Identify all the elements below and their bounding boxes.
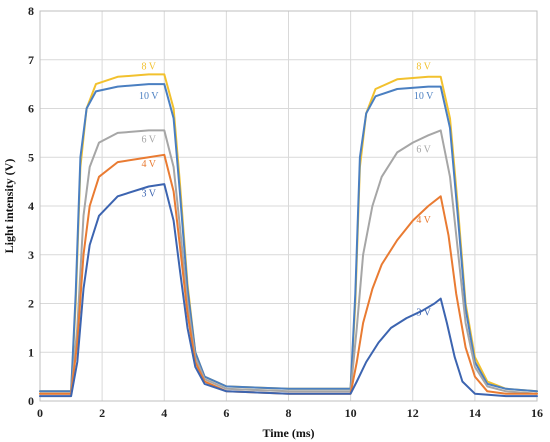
y-tick-label: 3 xyxy=(28,248,34,262)
y-tick-label: 8 xyxy=(28,4,34,18)
y-tick-label: 2 xyxy=(28,297,34,311)
y-axis-ticks: 0 1 2 3 4 5 6 7 8 xyxy=(28,4,34,408)
series-label-10v: 10 V xyxy=(139,91,159,102)
y-tick-label: 0 xyxy=(28,394,34,408)
grid xyxy=(39,10,538,402)
x-tick-label: 12 xyxy=(407,406,419,420)
x-tick-label: 0 xyxy=(37,406,43,420)
series-line-6v xyxy=(39,129,538,395)
series-label-10v: 10 V xyxy=(414,91,434,102)
y-tick-label: 7 xyxy=(28,53,34,67)
x-tick-label: 4 xyxy=(161,406,167,420)
series-label-3v: 3 V xyxy=(141,188,156,199)
series-label-6v: 6 V xyxy=(416,144,431,155)
series-line-10v xyxy=(39,83,538,393)
series-label-4v: 4 V xyxy=(416,215,431,226)
series-label-8v: 8 V xyxy=(416,62,431,73)
series-labels: 8 V 8 V 10 V 10 V 6 V 6 V 4 V 4 V 3 V 3 V xyxy=(139,62,434,319)
y-tick-label: 1 xyxy=(28,345,34,359)
x-tick-label: 14 xyxy=(469,406,481,420)
x-axis-ticks: 0 2 4 6 8 10 12 14 16 xyxy=(37,406,543,420)
series-lines xyxy=(39,73,538,398)
y-tick-label: 4 xyxy=(28,199,34,213)
y-tick-label: 6 xyxy=(28,102,34,116)
series-line-3v xyxy=(39,183,538,398)
plot-area-frame xyxy=(39,10,538,402)
x-axis-title: Time (ms) xyxy=(262,426,314,440)
x-tick-label: 8 xyxy=(286,406,292,420)
y-axis-title: Light intensity (V) xyxy=(2,159,16,254)
y-tick-label: 5 xyxy=(28,150,34,164)
series-label-8v: 8 V xyxy=(141,62,156,73)
series-label-6v: 6 V xyxy=(141,135,156,146)
x-tick-label: 6 xyxy=(223,406,229,420)
series-label-3v: 3 V xyxy=(416,308,431,319)
series-label-4v: 4 V xyxy=(141,159,156,170)
x-tick-label: 10 xyxy=(345,406,357,420)
x-tick-label: 2 xyxy=(99,406,105,420)
x-tick-label: 16 xyxy=(531,406,543,420)
